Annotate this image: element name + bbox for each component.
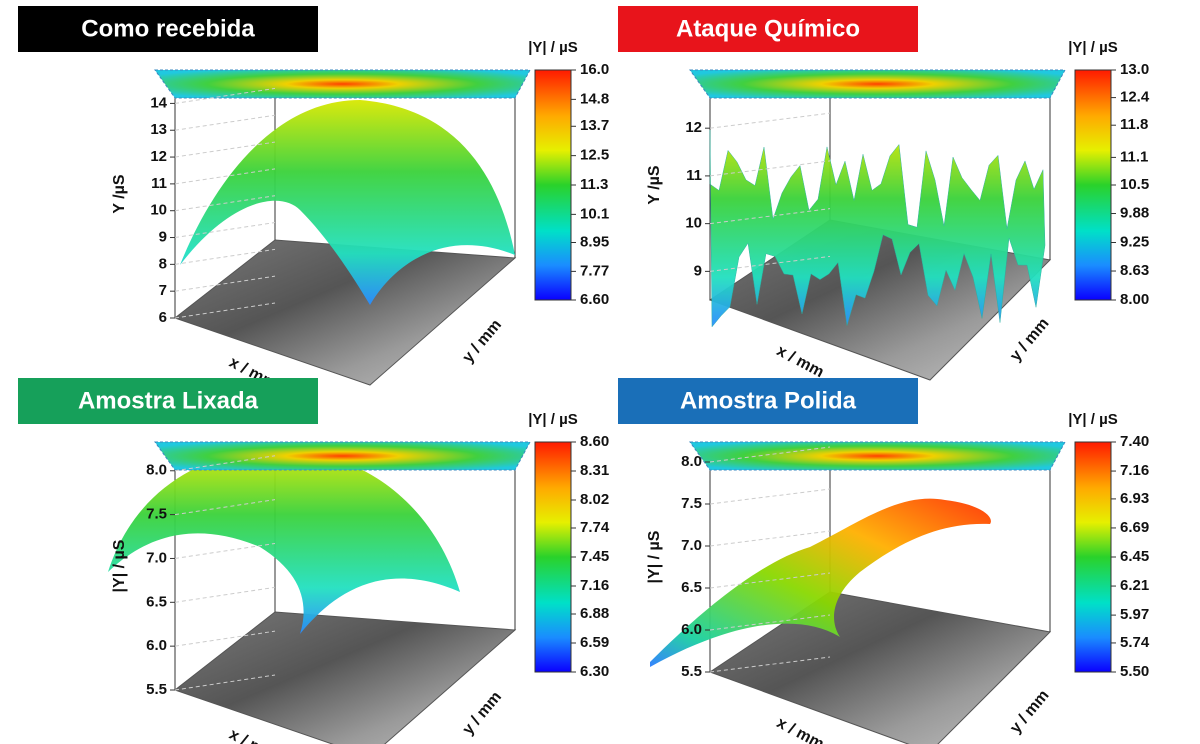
colorbar-tick-label: 10.5: [1120, 176, 1149, 193]
z-tick-label: 6.5: [146, 593, 167, 610]
colorbar-tick-label: 7.45: [580, 548, 609, 565]
z-tick-label: 8.0: [681, 453, 702, 470]
top-projection: [690, 442, 1065, 470]
colorbar-tick-label: 9.25: [1120, 233, 1149, 250]
colorbar-tick-label: 11.8: [1120, 116, 1148, 133]
z-tick-label: 8.0: [146, 462, 167, 479]
figure: 67891011121314Y /µSx / mmy / mm|Y| / µS1…: [0, 0, 1200, 744]
z-tick-label: 6: [159, 309, 167, 326]
colorbar-tick-label: 13.7: [580, 117, 609, 134]
z-tick-label: 6.5: [681, 579, 702, 596]
z-tick-label: 6.0: [146, 637, 167, 654]
z-tick-label: 12: [150, 148, 167, 165]
z-tick-label: 10: [685, 215, 702, 232]
colorbar: [1075, 70, 1111, 300]
colorbar-tick-label: 6.88: [580, 605, 609, 622]
z-tick-label: 12: [685, 119, 702, 136]
y-axis-label: y / mm: [1007, 315, 1053, 365]
colorbar-tick-label: 11.1: [1120, 148, 1148, 165]
z-tick-label: 7.5: [681, 495, 702, 512]
colorbar-tick-label: 6.93: [1120, 490, 1149, 507]
z-tick-label: 7: [159, 282, 167, 299]
panel-title: Amostra Lixada: [78, 387, 259, 414]
colorbar-tick-label: 7.74: [580, 519, 610, 536]
colorbar-tick-label: 14.8: [580, 90, 609, 107]
colorbar-tick-label: 8.95: [580, 233, 609, 250]
z-tick-label: 7.5: [146, 506, 167, 523]
grid-line: [175, 115, 275, 130]
colorbar: [1075, 442, 1111, 672]
grid-line: [710, 489, 830, 504]
z-tick-label: 7.0: [681, 537, 702, 554]
colorbar-tick-label: 13.0: [1120, 61, 1149, 78]
z-tick-label: 13: [150, 121, 167, 138]
panel-title: Amostra Polida: [680, 387, 857, 414]
panel: 5.5 6.0 6.5 7.0 7.5 8.0 |Y| / µS x / mm y / mm |Y…: [618, 378, 1150, 744]
z-axis-label: |Y| / µS: [111, 539, 128, 592]
z-tick-label: 14: [150, 94, 167, 111]
top-projection: [690, 70, 1065, 98]
colorbar-tick-label: 8.63: [1120, 262, 1149, 279]
colorbar-tick-label: 6.60: [580, 291, 609, 308]
colorbar-label: |Y| / µS: [528, 39, 578, 56]
z-tick-label: 11: [686, 167, 702, 184]
y-axis-label: y / mm: [459, 316, 505, 366]
colorbar-label: |Y| / µS: [1068, 39, 1118, 56]
z-tick-label: 5.5: [146, 681, 167, 698]
grid-line: [175, 587, 275, 602]
colorbar-label: |Y| / µS: [1068, 411, 1118, 428]
y-axis-label: y / mm: [459, 688, 505, 738]
colorbar-tick-label: 7.40: [1120, 433, 1149, 450]
z-tick-label: 5.5: [681, 663, 702, 680]
colorbar-tick-label: 9.88: [1120, 204, 1149, 221]
z-tick-label: 9: [159, 228, 167, 245]
colorbar-tick-label: 5.74: [1120, 634, 1150, 651]
x-axis-label: x / mm: [774, 714, 827, 744]
colorbar-tick-label: 6.30: [580, 663, 609, 680]
z-tick-label: 8: [159, 255, 167, 272]
z-tick-label: 9: [694, 262, 702, 279]
colorbar-tick-label: 5.97: [1120, 606, 1149, 623]
colorbar-tick-label: 12.5: [580, 147, 609, 164]
colorbar-tick-label: 6.45: [1120, 548, 1149, 565]
grid-line: [710, 113, 830, 128]
grid-line: [710, 531, 830, 546]
z-axis-label: Y /µS: [646, 165, 663, 204]
panel-title: Ataque Químico: [676, 15, 860, 42]
x-axis-label: x / mm: [226, 726, 279, 744]
y-axis-label: y / mm: [1007, 687, 1053, 737]
colorbar-tick-label: 7.16: [580, 577, 609, 594]
grid-line: [175, 543, 275, 558]
colorbar-tick-label: 11.3: [580, 176, 608, 193]
colorbar-tick-label: 6.69: [1120, 519, 1149, 536]
z-tick-label: 10: [150, 202, 167, 219]
colorbar-tick-label: 6.21: [1120, 577, 1149, 594]
z-tick-label: 7.0: [146, 549, 167, 566]
panel-title: Como recebida: [81, 15, 255, 42]
colorbar: [535, 442, 571, 672]
colorbar: [535, 70, 571, 300]
z-axis-label: Y /µS: [111, 174, 128, 213]
panel: 5.5 6.0 6.5 7.0 7.5 8.0 |Y| / µS x / mm y / mm |Y…: [18, 378, 610, 744]
colorbar-tick-label: 5.50: [1120, 663, 1149, 680]
colorbar-tick-label: 6.59: [580, 634, 609, 651]
colorbar-tick-label: 8.60: [580, 433, 609, 450]
x-axis-label: x / mm: [774, 342, 827, 381]
colorbar-tick-label: 16.0: [580, 61, 609, 78]
colorbar-tick-label: 8.31: [580, 462, 609, 479]
colorbar-tick-label: 8.00: [1120, 291, 1149, 308]
colorbar-tick-label: 12.4: [1120, 89, 1150, 106]
top-projection: [155, 70, 530, 98]
colorbar-tick-label: 7.16: [1120, 462, 1149, 479]
z-tick-label: 6.0: [681, 621, 702, 638]
z-axis-label: |Y| / µS: [646, 530, 663, 583]
colorbar-tick-label: 7.77: [580, 262, 609, 279]
z-tick-label: 11: [151, 175, 167, 192]
colorbar-tick-label: 8.02: [580, 491, 609, 508]
colorbar-tick-label: 10.1: [580, 205, 609, 222]
grid-line: [175, 223, 275, 238]
colorbar-label: |Y| / µS: [528, 411, 578, 428]
